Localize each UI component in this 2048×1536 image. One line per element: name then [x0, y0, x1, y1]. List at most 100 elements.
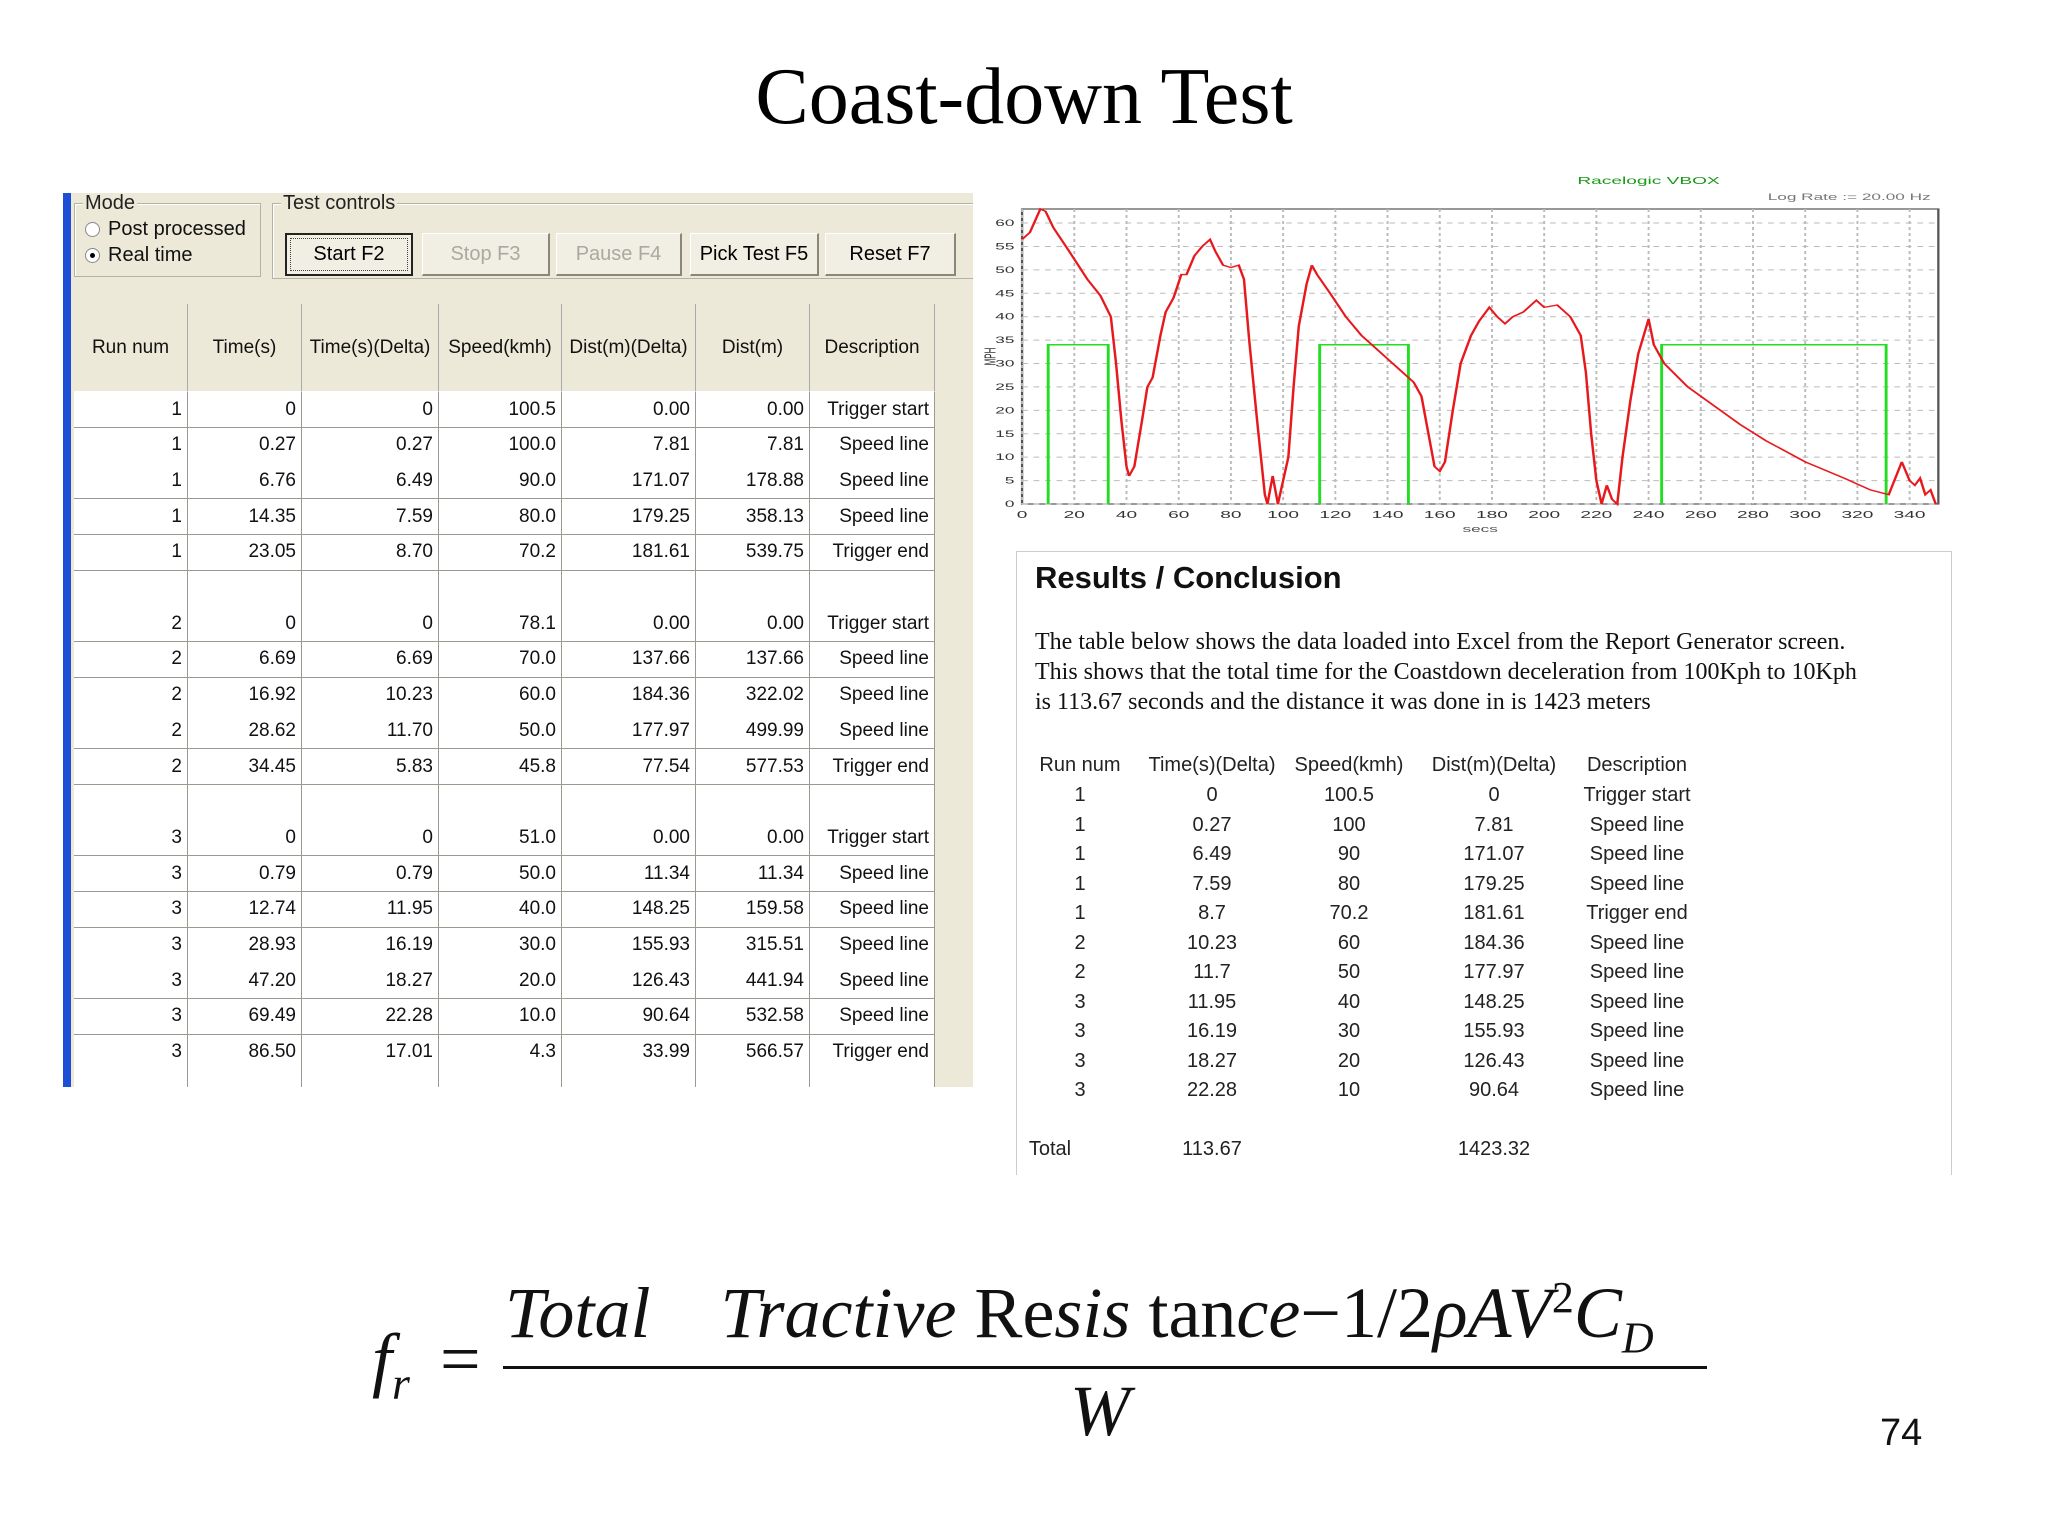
grid-cell[interactable]: 0.00	[562, 606, 696, 643]
grid-cell[interactable]: Dist(m)(Delta)	[562, 304, 696, 392]
grid-cell[interactable]: 0.27	[188, 427, 302, 464]
grid-cell[interactable]: 358.13	[696, 499, 810, 536]
grid-cell[interactable]: 0.00	[696, 392, 810, 428]
grid-cell[interactable]: 2	[74, 713, 188, 750]
grid-cell[interactable]: Speed line	[810, 641, 935, 678]
grid-cell[interactable]: 20.0	[439, 963, 562, 1000]
grid-cell[interactable]: 6.49	[302, 463, 439, 500]
grid-cell[interactable]: 137.66	[696, 641, 810, 678]
grid-cell[interactable]: 126.43	[562, 963, 696, 1000]
grid-cell[interactable]: 1	[74, 463, 188, 500]
grid-cell[interactable]: 7.81	[562, 427, 696, 464]
grid-cell[interactable]: 7.81	[696, 427, 810, 464]
grid-cell[interactable]: 11.95	[302, 891, 439, 928]
grid-cell[interactable]: Speed line	[810, 677, 935, 714]
grid-cell[interactable]: Speed(kmh)	[439, 304, 562, 392]
grid-cell[interactable]: 69.49	[188, 998, 302, 1035]
grid-cell[interactable]: Speed line	[810, 427, 935, 464]
grid-cell[interactable]	[302, 1070, 439, 1087]
grid-cell[interactable]: Trigger end	[810, 1034, 935, 1071]
grid-cell[interactable]: 22.28	[302, 998, 439, 1035]
grid-cell[interactable]: Description	[810, 304, 935, 392]
grid-cell[interactable]: 51.0	[439, 820, 562, 857]
grid-cell[interactable]	[188, 784, 302, 821]
grid-cell[interactable]: 12.74	[188, 891, 302, 928]
grid-cell[interactable]: 3	[74, 963, 188, 1000]
grid-cell[interactable]: 0	[302, 820, 439, 857]
grid-cell[interactable]: Speed line	[810, 927, 935, 964]
grid-cell[interactable]: Trigger start	[810, 606, 935, 643]
grid-cell[interactable]: 11.34	[696, 856, 810, 893]
grid-cell[interactable]: 77.54	[562, 749, 696, 785]
grid-cell[interactable]: 0.00	[562, 820, 696, 857]
grid-cell[interactable]	[74, 784, 188, 821]
grid-cell[interactable]: 184.36	[562, 677, 696, 714]
grid-cell[interactable]: 50.0	[439, 713, 562, 750]
grid-cell[interactable]: 3	[74, 891, 188, 928]
grid-cell[interactable]: 16.19	[302, 927, 439, 964]
grid-cell[interactable]: 78.1	[439, 606, 562, 643]
pause-f4-button[interactable]: Pause F4	[556, 233, 682, 276]
grid-cell[interactable]: 3	[74, 820, 188, 857]
grid-cell[interactable]	[562, 570, 696, 607]
grid-cell[interactable]	[439, 1070, 562, 1087]
grid-cell[interactable]: Time(s)(Delta)	[302, 304, 439, 392]
grid-cell[interactable]: 11.70	[302, 713, 439, 750]
grid-cell[interactable]: 137.66	[562, 641, 696, 678]
grid-cell[interactable]: Dist(m)	[696, 304, 810, 392]
grid-cell[interactable]: 322.02	[696, 677, 810, 714]
grid-cell[interactable]: 0	[302, 392, 439, 428]
grid-cell[interactable]: 441.94	[696, 963, 810, 1000]
grid-cell[interactable]: 1	[74, 392, 188, 428]
grid-cell[interactable]: 2	[74, 641, 188, 678]
grid-cell[interactable]: 33.99	[562, 1034, 696, 1071]
grid-cell[interactable]: 7.59	[302, 499, 439, 536]
grid-cell[interactable]: 0.79	[302, 856, 439, 893]
grid-cell[interactable]: Trigger end	[810, 534, 935, 571]
grid-cell[interactable]: Speed line	[810, 963, 935, 1000]
grid-cell[interactable]: 499.99	[696, 713, 810, 750]
radio-circle-icon[interactable]	[85, 222, 100, 237]
grid-cell[interactable]: 2	[74, 606, 188, 643]
grid-cell[interactable]	[188, 1070, 302, 1087]
grid-cell[interactable]: 90.64	[562, 998, 696, 1035]
grid-cell[interactable]	[562, 1070, 696, 1087]
grid-cell[interactable]: Speed line	[810, 499, 935, 536]
grid-cell[interactable]: Time(s)	[188, 304, 302, 392]
grid-cell[interactable]: Trigger end	[810, 749, 935, 785]
grid-cell[interactable]: 566.57	[696, 1034, 810, 1071]
grid-cell[interactable]: 4.3	[439, 1034, 562, 1071]
start-f2-button[interactable]: Start F2	[285, 233, 413, 276]
grid-cell[interactable]: 179.25	[562, 499, 696, 536]
grid-cell[interactable]: 17.01	[302, 1034, 439, 1071]
grid-cell[interactable]: 90.0	[439, 463, 562, 500]
grid-cell[interactable]: 23.05	[188, 534, 302, 571]
grid-cell[interactable]	[439, 570, 562, 607]
grid-cell[interactable]: Speed line	[810, 856, 935, 893]
grid-cell[interactable]: 70.2	[439, 534, 562, 571]
grid-cell[interactable]: Trigger start	[810, 392, 935, 428]
grid-cell[interactable]: 155.93	[562, 927, 696, 964]
grid-cell[interactable]	[810, 1070, 935, 1087]
grid-cell[interactable]	[696, 1070, 810, 1087]
grid-cell[interactable]: 3	[74, 927, 188, 964]
grid-cell[interactable]: 0	[188, 392, 302, 428]
grid-cell[interactable]	[302, 784, 439, 821]
grid-cell[interactable]: 50.0	[439, 856, 562, 893]
grid-cell[interactable]: 0.79	[188, 856, 302, 893]
grid-cell[interactable]: 1	[74, 427, 188, 464]
grid-cell[interactable]	[74, 570, 188, 607]
grid-cell[interactable]	[810, 570, 935, 607]
grid-cell[interactable]: 177.97	[562, 713, 696, 750]
grid-cell[interactable]: 0	[188, 606, 302, 643]
grid-cell[interactable]: 16.92	[188, 677, 302, 714]
grid-cell[interactable]: 40.0	[439, 891, 562, 928]
grid-cell[interactable]: 2	[74, 677, 188, 714]
grid-cell[interactable]: 11.34	[562, 856, 696, 893]
grid-cell[interactable]: 0	[188, 820, 302, 857]
grid-cell[interactable]: 0.00	[696, 606, 810, 643]
grid-cell[interactable]	[562, 784, 696, 821]
grid-cell[interactable]: Speed line	[810, 463, 935, 500]
grid-cell[interactable]	[188, 570, 302, 607]
grid-cell[interactable]: 0.00	[562, 392, 696, 428]
